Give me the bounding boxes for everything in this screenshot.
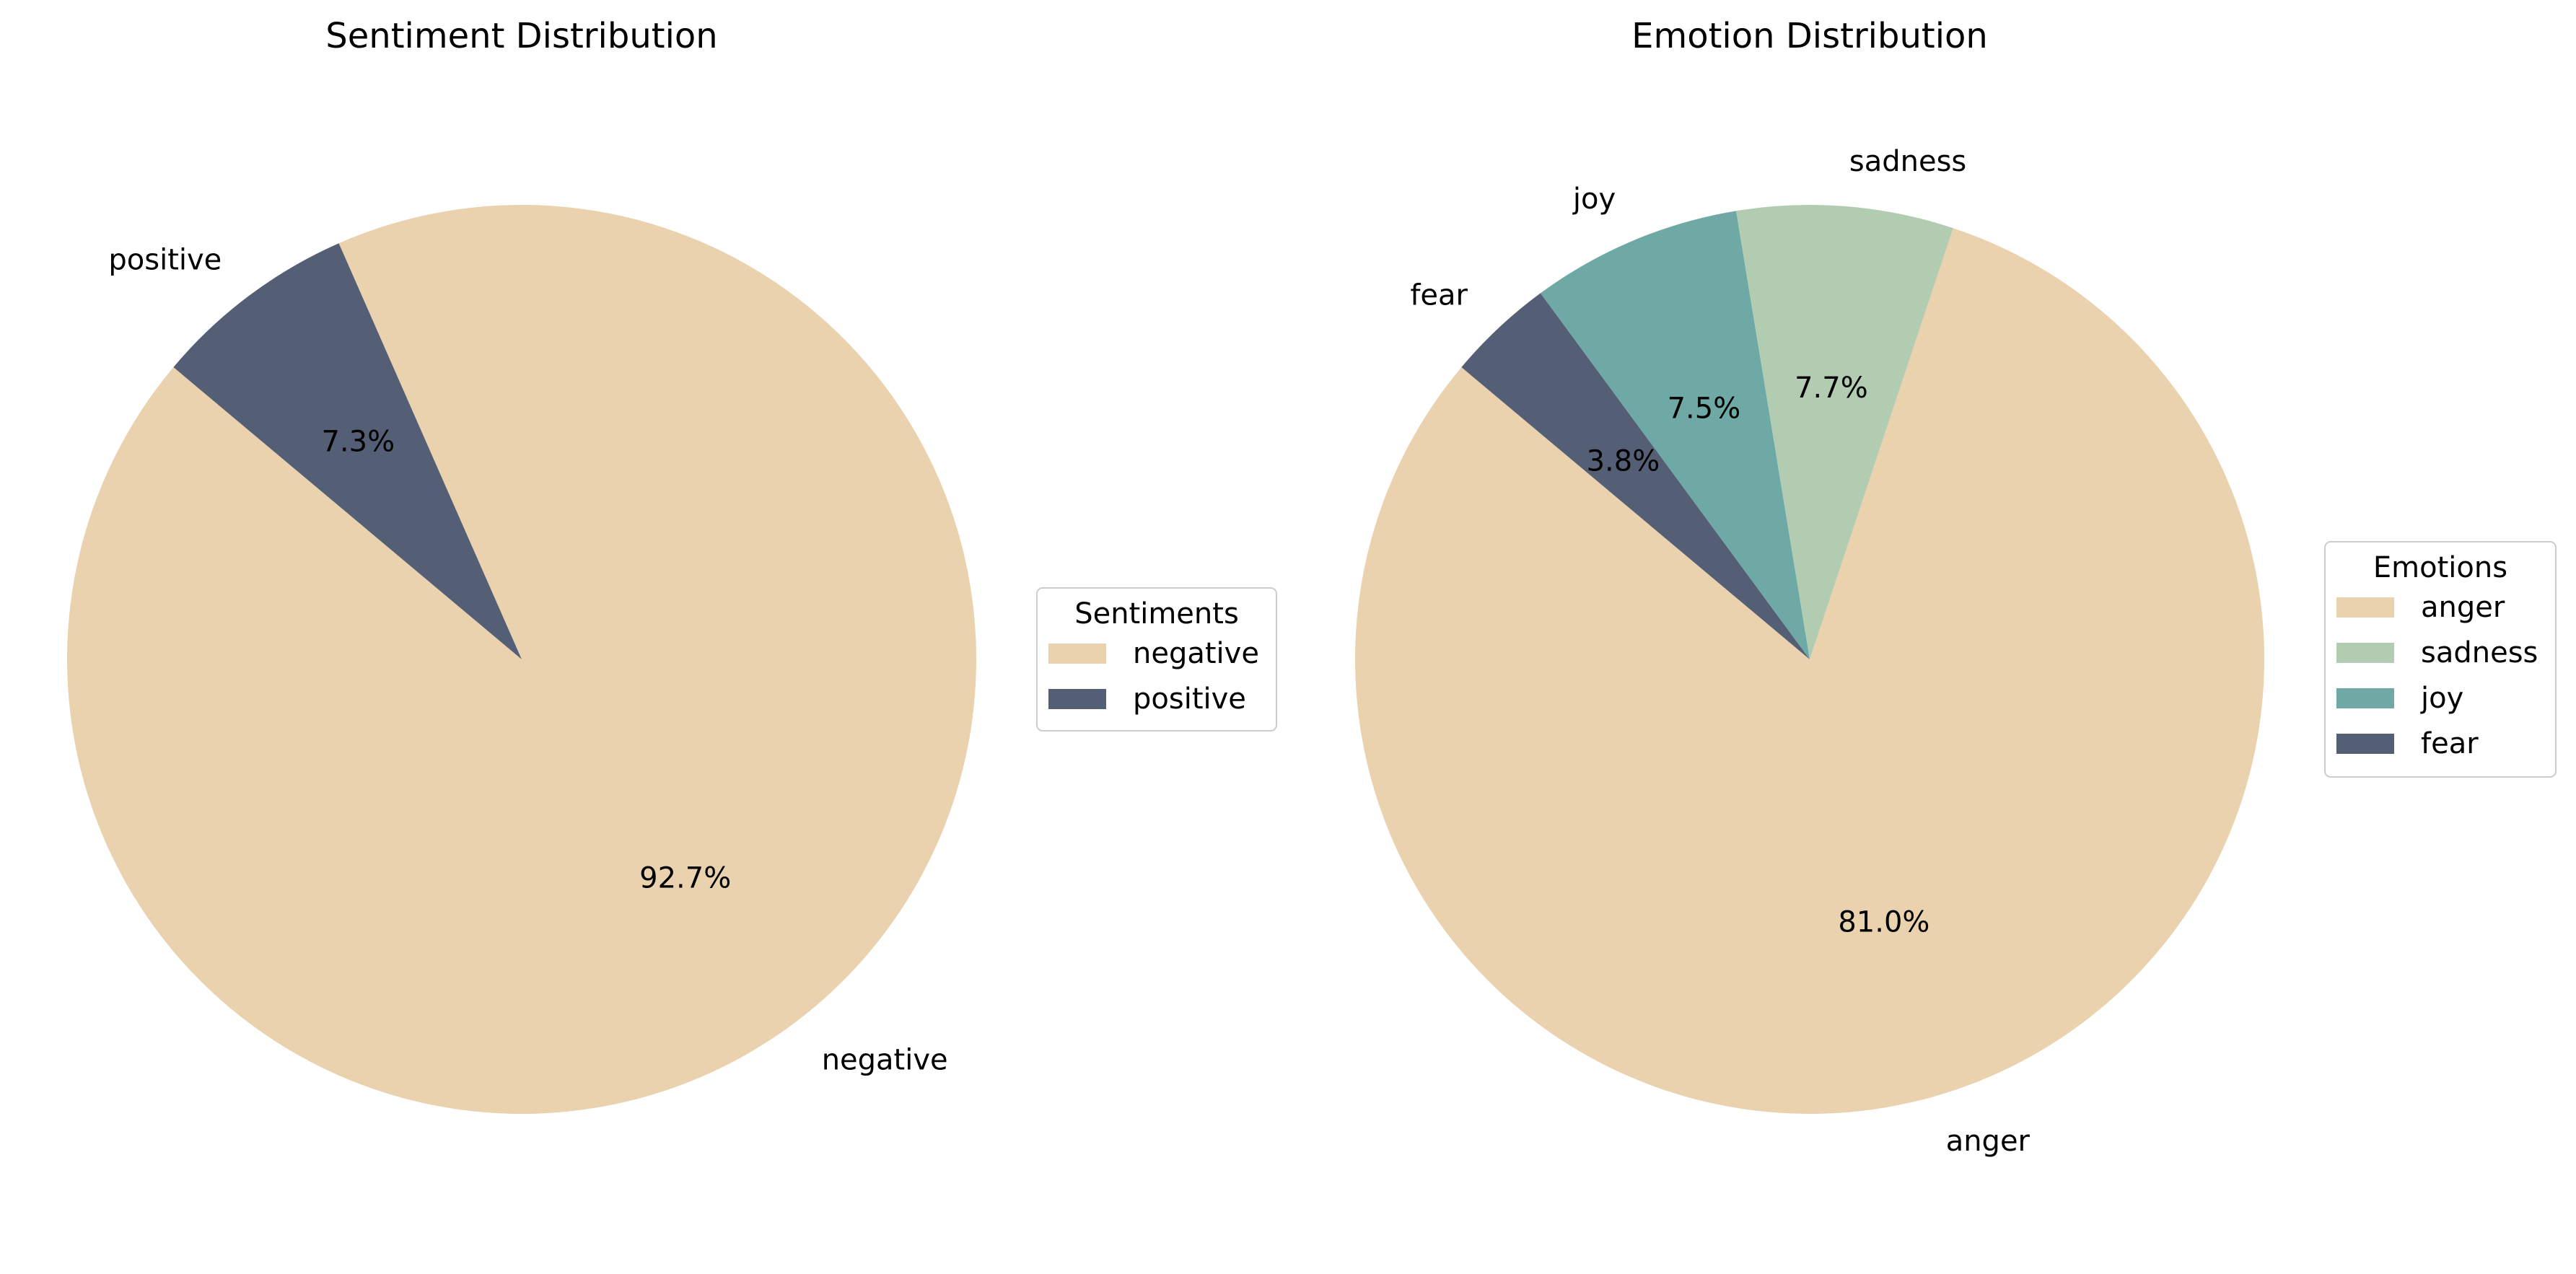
legend-label-joy: joy — [2420, 682, 2463, 715]
legend-label-negative: negative — [1133, 637, 1259, 670]
percent-label-positive: 7.3% — [321, 426, 395, 459]
percent-label-fear: 3.8% — [1587, 444, 1660, 478]
slice-label-negative: negative — [822, 1044, 948, 1077]
emotion-pie-chart: Emotion Distribution anger 81.0% sadness 7.… — [1354, 16, 2557, 1158]
legend: Sentiments negative positive — [1036, 587, 1277, 732]
legend: Emotions anger sadness joy fear — [2324, 541, 2557, 778]
percent-label-negative: 92.7% — [639, 861, 731, 895]
percent-label-joy: 7.5% — [1668, 392, 1741, 426]
percent-label-anger: 81.0% — [1838, 906, 1929, 939]
legend-label-fear: fear — [2421, 727, 2479, 760]
legend-swatch-joy — [2336, 688, 2394, 708]
pie-slice-anger — [1354, 228, 2264, 1114]
slice-label-sadness: sadness — [1849, 145, 1966, 178]
legend-title: Emotions — [2373, 551, 2507, 584]
legend-swatch-positive — [1048, 689, 1106, 709]
slice-label-joy: joy — [1572, 183, 1616, 216]
slice-label-fear: fear — [1410, 279, 1468, 312]
legend-title: Sentiments — [1074, 597, 1239, 631]
legend-swatch-negative — [1048, 643, 1106, 664]
pie-slice-negative — [66, 205, 976, 1115]
pie-slice-sadness — [1735, 205, 1953, 660]
pie-slice-joy — [1540, 211, 1810, 659]
percent-label-sadness: 7.7% — [1795, 372, 1868, 405]
legend-items: anger sadness joy fear — [2336, 591, 2538, 760]
sentiment-pie-chart: Sentiment Distribution negative 92.7% posi… — [66, 16, 1277, 1115]
legend-items: negative positive — [1048, 637, 1259, 716]
pie-slices — [1354, 205, 2264, 1114]
legend-swatch-fear — [2336, 734, 2394, 754]
legend-label-positive: positive — [1133, 682, 1246, 716]
pie-labels: negative 92.7% positive 7.3% — [108, 244, 947, 1077]
pie-labels: anger 81.0% sadness 7.7% joy 7.5% fear 3.8% — [1410, 145, 2030, 1158]
slice-label-anger: anger — [1946, 1125, 2030, 1158]
chart-title: Emotion Distribution — [1631, 16, 1988, 56]
pie-slice-positive — [173, 243, 522, 660]
pie-slices — [66, 205, 976, 1115]
slice-label-positive: positive — [108, 244, 222, 277]
chart-title: Sentiment Distribution — [325, 16, 717, 56]
legend-label-anger: anger — [2421, 591, 2505, 624]
legend-swatch-anger — [2336, 597, 2394, 618]
pie-slice-fear — [1461, 293, 1810, 659]
legend-label-sadness: sadness — [2421, 636, 2538, 669]
legend-swatch-sadness — [2336, 643, 2394, 663]
